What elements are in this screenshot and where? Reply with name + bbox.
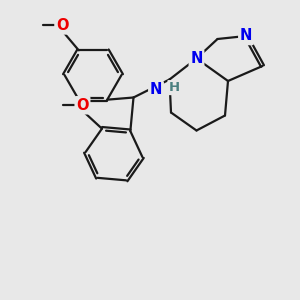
Text: N: N xyxy=(190,51,203,66)
Text: N: N xyxy=(150,82,162,98)
Text: O: O xyxy=(76,98,89,113)
Text: N: N xyxy=(240,28,252,44)
Text: O: O xyxy=(56,18,68,33)
Text: H: H xyxy=(168,81,180,94)
